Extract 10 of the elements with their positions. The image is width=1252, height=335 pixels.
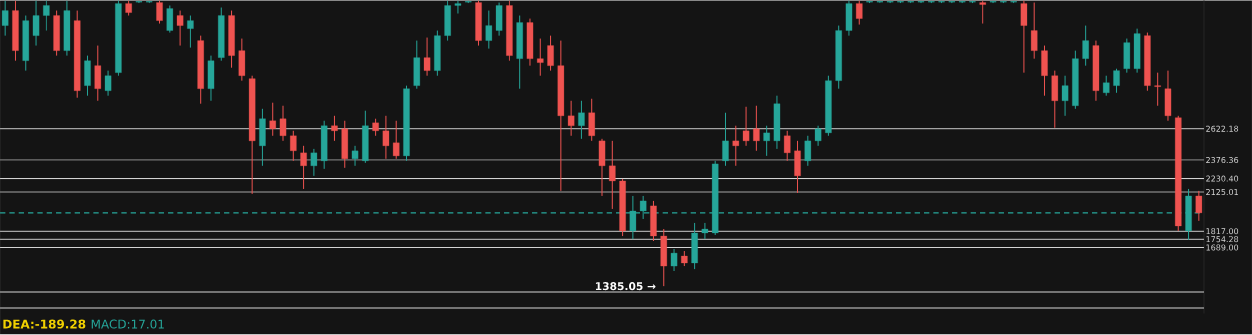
annotation: 1385.05 → [595, 282, 656, 291]
y-tick-label: 2125.01 [1206, 189, 1238, 196]
text: MACD:17.01 [91, 319, 164, 329]
y-tick-label: 2622.18 [1206, 125, 1239, 132]
y-tick-label: 2230.40 [1206, 175, 1239, 182]
y-tick-label: 2376.36 [1206, 157, 1239, 164]
text: DEA:-189.28 [3, 319, 86, 329]
y-tick-label: 1754.28 [1206, 236, 1239, 243]
y-tick-label: 1817.00 [1206, 228, 1239, 235]
y-tick-label: 1689.00 [1206, 244, 1239, 251]
